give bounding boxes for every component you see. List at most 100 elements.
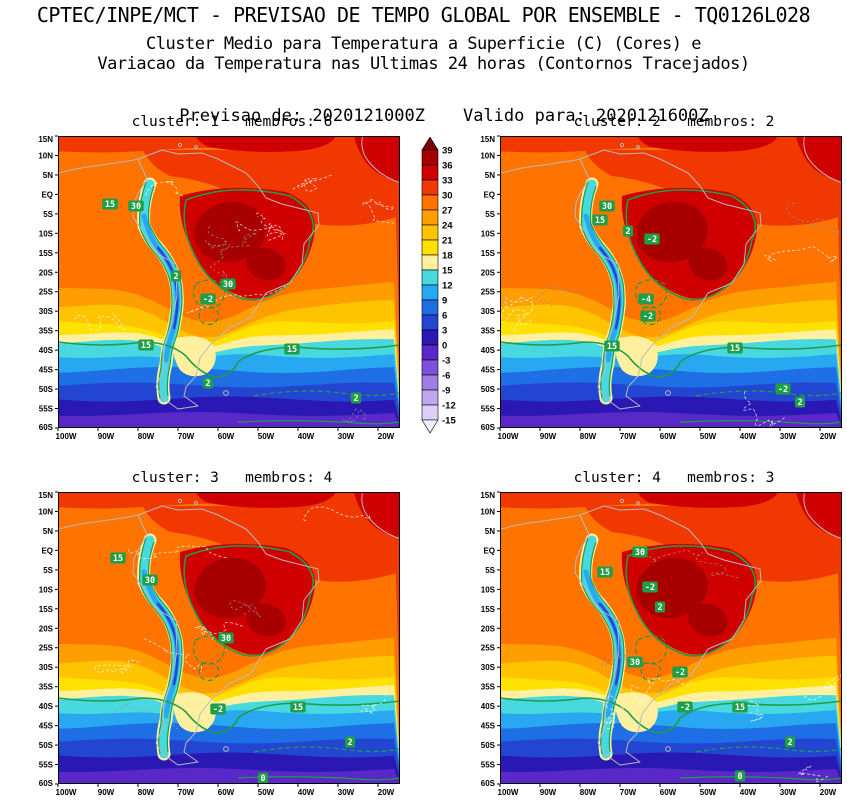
svg-text:40W: 40W (298, 788, 315, 797)
svg-text:5S: 5S (43, 566, 53, 575)
svg-text:20S: 20S (481, 268, 496, 277)
contour-label: 15 (592, 214, 608, 226)
svg-text:10N: 10N (480, 151, 495, 160)
map-frame (58, 136, 400, 428)
svg-text:15: 15 (607, 342, 617, 352)
contour-label: 2 (344, 736, 356, 748)
svg-text:35S: 35S (481, 683, 496, 692)
forecast-init-label: Previsao de: (179, 106, 303, 126)
panel-title-cluster-4: cluster: 4 membros: 3 (573, 470, 775, 486)
svg-text:100W: 100W (56, 788, 77, 797)
contour-label: 2 (784, 736, 796, 748)
svg-text:20S: 20S (39, 268, 54, 277)
svg-text:40W: 40W (740, 788, 757, 797)
contour-label: 15 (727, 342, 743, 354)
svg-text:60S: 60S (481, 779, 496, 788)
svg-text:15N: 15N (480, 135, 495, 144)
svg-text:60W: 60W (660, 788, 677, 797)
panel-cluster-2: cluster: 2 membros: 2 30 15 2 -2 -4 -2 15 15 -2 2 1… (473, 112, 847, 441)
svg-text:0: 0 (737, 772, 742, 782)
svg-text:50S: 50S (481, 741, 496, 750)
panel-title-cluster-1: cluster: 1 membros: 6 (131, 114, 333, 130)
forecast-valid-line: Previsao de: 2020121000Z Valido para: 202… (0, 86, 847, 146)
svg-text:50W: 50W (258, 432, 275, 441)
colorbar-level-label: -9 (442, 385, 450, 396)
colorbar-level-label: 12 (442, 280, 453, 291)
svg-text:5N: 5N (43, 171, 53, 180)
svg-text:5S: 5S (43, 210, 53, 219)
svg-text:-2: -2 (643, 312, 653, 322)
colorbar-level-label: 21 (442, 235, 453, 246)
subtitle-line-1: Cluster Medio para Temperatura a Superfi… (146, 34, 701, 54)
contour-label: -2 (642, 581, 658, 593)
svg-text:50S: 50S (481, 385, 496, 394)
coastline (500, 492, 842, 766)
svg-text:15: 15 (595, 216, 605, 226)
svg-text:20W: 20W (378, 432, 395, 441)
subtitle-line-2: Variacao da Temperatura nas Ultimas 24 h… (97, 54, 750, 74)
svg-text:-4: -4 (641, 295, 651, 305)
svg-text:EQ: EQ (41, 546, 53, 555)
svg-text:15: 15 (287, 345, 297, 355)
svg-text:2: 2 (205, 379, 210, 389)
svg-text:50S: 50S (39, 741, 54, 750)
contour-label: 30 (128, 200, 144, 212)
contour-label: -2 (200, 293, 216, 305)
svg-text:-2: -2 (203, 295, 213, 305)
contour-label: 15 (102, 198, 118, 210)
svg-text:30S: 30S (39, 307, 54, 316)
svg-text:50W: 50W (700, 788, 717, 797)
svg-text:10S: 10S (481, 585, 496, 594)
svg-text:30: 30 (131, 202, 141, 212)
svg-text:EQ: EQ (41, 190, 53, 199)
temperature-field: 15 30 30 -2 15 2 0 (58, 492, 400, 784)
svg-text:70W: 70W (620, 432, 637, 441)
contour-label: 30 (142, 574, 158, 586)
temperature-field: 30 15 2 -2 -4 -2 15 15 -2 2 (500, 136, 842, 428)
svg-text:20W: 20W (820, 788, 837, 797)
svg-text:55S: 55S (39, 405, 54, 414)
svg-text:15S: 15S (481, 249, 496, 258)
contour-label: 0 (734, 770, 746, 782)
svg-text:80W: 80W (580, 432, 597, 441)
svg-text:15: 15 (141, 341, 151, 351)
svg-text:EQ: EQ (483, 190, 495, 199)
coastline (58, 492, 400, 766)
svg-text:90W: 90W (98, 432, 115, 441)
svg-text:2: 2 (347, 738, 352, 748)
svg-text:20S: 20S (481, 624, 496, 633)
colorbar-level-label: 36 (442, 160, 453, 171)
svg-text:5S: 5S (485, 210, 495, 219)
page-title: CPTEC/INPE/MCT - PREVISAO DE TEMPO GLOBA… (36, 3, 811, 27)
panel-title-cluster-3: cluster: 3 membros: 4 (131, 470, 333, 486)
contour-label: -2 (775, 383, 791, 395)
svg-text:40W: 40W (740, 432, 757, 441)
lon-axis-labels: 100W 90W 80W 70W 60W 50W 40W 30W 20W (56, 784, 395, 797)
coastline (58, 136, 400, 410)
svg-text:EQ: EQ (483, 546, 495, 555)
svg-text:60S: 60S (481, 423, 496, 432)
lon-axis-labels: 100W 90W 80W 70W 60W 50W 40W 30W 20W (56, 428, 395, 441)
svg-text:15S: 15S (39, 249, 54, 258)
svg-text:80W: 80W (138, 432, 155, 441)
svg-text:15N: 15N (38, 135, 53, 144)
svg-text:2: 2 (625, 227, 630, 237)
svg-text:80W: 80W (138, 788, 155, 797)
svg-text:60S: 60S (39, 779, 54, 788)
colorbar-level-label: 33 (442, 175, 453, 186)
panel-cluster-1: cluster: 1 membros: 6 15 30 2 30 -2 15 15 2 2 15N 1… (31, 112, 406, 441)
svg-text:2: 2 (353, 394, 358, 404)
colorbar-level-label: 15 (442, 265, 453, 276)
svg-text:100W: 100W (56, 432, 77, 441)
svg-text:15N: 15N (480, 491, 495, 500)
panel-title-cluster-2: cluster: 2 membros: 2 (573, 114, 775, 130)
contour-label: 2 (654, 601, 666, 613)
svg-text:50S: 50S (39, 385, 54, 394)
svg-text:0: 0 (260, 774, 265, 784)
svg-text:15S: 15S (481, 605, 496, 614)
svg-text:25S: 25S (481, 288, 496, 297)
svg-text:60W: 60W (660, 432, 677, 441)
colorbar-level-label: -3 (442, 355, 450, 366)
